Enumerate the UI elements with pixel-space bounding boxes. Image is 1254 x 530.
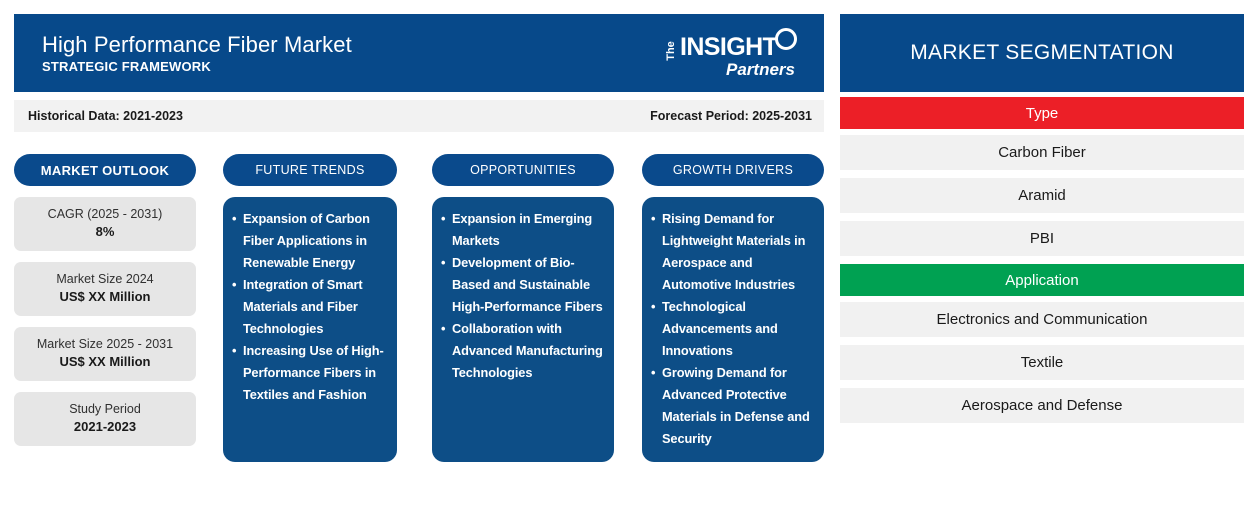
forecast-period-label: Forecast Period: 2025-2031	[650, 109, 812, 123]
stat-label: Study Period	[69, 401, 141, 416]
stat-value: US$ XX Million	[59, 354, 151, 370]
growth-drivers-card: Rising Demand for Lightweight Materials …	[642, 197, 824, 462]
segment-category-type: Type	[840, 97, 1244, 129]
stat-card-study-period: Study Period 2021-2023	[14, 392, 196, 446]
future-trends-pill: FUTURE TRENDS	[223, 154, 397, 186]
svg-text:Partners: Partners	[726, 60, 795, 79]
opportunities-list: Expansion in Emerging Markets Developmen…	[441, 208, 604, 384]
stat-card-cagr: CAGR (2025 - 2031) 8%	[14, 197, 196, 251]
header-title-group: High Performance Fiber Market STRATEGIC …	[42, 32, 352, 74]
list-item: Expansion in Emerging Markets	[441, 208, 604, 252]
header-bar: High Performance Fiber Market STRATEGIC …	[14, 14, 824, 92]
opportunities-card: Expansion in Emerging Markets Developmen…	[432, 197, 614, 462]
market-outlook-column: MARKET OUTLOOK CAGR (2025 - 2031) 8% Mar…	[14, 154, 196, 446]
stat-label: CAGR (2025 - 2031)	[47, 206, 163, 221]
list-item: Expansion of Carbon Fiber Applications i…	[232, 208, 387, 274]
segmentation-header: MARKET SEGMENTATION	[840, 14, 1244, 92]
stat-label: Market Size 2025 - 2031	[36, 336, 174, 351]
segmentation-group-application: Application Electronics and Communicatio…	[840, 264, 1244, 423]
stat-value: 8%	[95, 224, 115, 240]
segment-item: Aerospace and Defense	[840, 388, 1244, 423]
logo-artwork: The INSIGHT Partners	[665, 28, 797, 79]
historical-data-label: Historical Data: 2021-2023	[28, 109, 183, 123]
segment-category-application: Application	[840, 264, 1244, 296]
segment-item: PBI	[840, 221, 1244, 256]
stat-value: 2021-2023	[73, 419, 137, 435]
future-trends-list: Expansion of Carbon Fiber Applications i…	[232, 208, 387, 406]
svg-text:INSIGHT: INSIGHT	[680, 33, 778, 61]
growth-drivers-list: Rising Demand for Lightweight Materials …	[651, 208, 814, 450]
period-strip: Historical Data: 2021-2023 Forecast Peri…	[14, 100, 824, 132]
growth-drivers-column: GROWTH DRIVERS Rising Demand for Lightwe…	[642, 154, 824, 462]
future-trends-card: Expansion of Carbon Fiber Applications i…	[223, 197, 397, 462]
segment-item: Carbon Fiber	[840, 135, 1244, 170]
stat-value: US$ XX Million	[59, 289, 151, 305]
future-trends-column: FUTURE TRENDS Expansion of Carbon Fiber …	[223, 154, 397, 462]
opportunities-pill: OPPORTUNITIES	[432, 154, 614, 186]
opportunities-column: OPPORTUNITIES Expansion in Emerging Mark…	[432, 154, 614, 462]
page-title: High Performance Fiber Market	[42, 31, 352, 57]
insight-partners-logo: The INSIGHT Partners	[660, 25, 810, 81]
list-item: Development of Bio-Based and Sustainable…	[441, 252, 604, 318]
stat-card-market-size-forecast: Market Size 2025 - 2031 US$ XX Million	[14, 327, 196, 381]
market-segmentation-panel: MARKET SEGMENTATION Type Carbon Fiber Ar…	[840, 14, 1244, 474]
segmentation-group-type: Type Carbon Fiber Aramid PBI	[840, 97, 1244, 256]
growth-drivers-pill: GROWTH DRIVERS	[642, 154, 824, 186]
list-item: Technological Advancements and Innovatio…	[651, 296, 814, 362]
segment-item: Aramid	[840, 178, 1244, 213]
segment-item: Electronics and Communication	[840, 302, 1244, 337]
page-subtitle: STRATEGIC FRAMEWORK	[42, 59, 211, 75]
market-outlook-pill: MARKET OUTLOOK	[14, 154, 196, 186]
strategic-framework-panel: High Performance Fiber Market STRATEGIC …	[14, 14, 824, 474]
list-item: Increasing Use of High-Performance Fiber…	[232, 340, 387, 406]
stat-label: Market Size 2024	[56, 271, 154, 286]
list-item: Collaboration with Advanced Manufacturin…	[441, 318, 604, 384]
segment-item: Textile	[840, 345, 1244, 380]
stat-card-market-size-2024: Market Size 2024 US$ XX Million	[14, 262, 196, 316]
list-item: Growing Demand for Advanced Protective M…	[651, 362, 814, 450]
svg-text:The: The	[665, 41, 677, 61]
list-item: Rising Demand for Lightweight Materials …	[651, 208, 814, 296]
list-item: Integration of Smart Materials and Fiber…	[232, 274, 387, 340]
